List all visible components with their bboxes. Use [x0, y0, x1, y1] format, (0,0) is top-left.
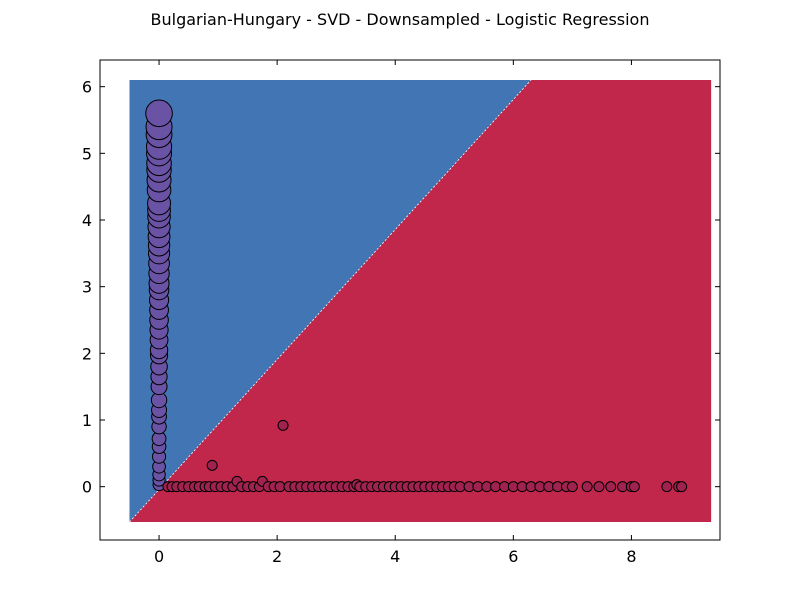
y-tick-label: 2 [82, 344, 92, 363]
x-tick-label: 8 [626, 547, 636, 566]
x-tick-label: 6 [508, 547, 518, 566]
axis-ticks: 0 2 4 6 8 0 1 2 3 4 5 6 [82, 60, 720, 566]
x-tick-label: 2 [272, 547, 282, 566]
chart-title: Bulgarian-Hungary - SVD - Downsampled - … [150, 10, 650, 29]
y-tick-label: 5 [82, 144, 92, 163]
data-point-class-1 [206, 459, 218, 471]
y-tick-label: 3 [82, 278, 92, 297]
data-points [145, 99, 688, 493]
data-point-class-0 [145, 99, 173, 128]
data-point-class-1 [676, 481, 688, 493]
data-point-class-1 [628, 481, 640, 493]
data-point-class-1 [593, 481, 605, 493]
x-tick-label: 4 [390, 547, 400, 566]
decision-regions [129, 79, 712, 523]
data-point-class-1 [661, 481, 673, 493]
decision-boundary [129, 79, 532, 523]
data-point-class-1 [581, 481, 593, 493]
y-tick-label: 4 [82, 211, 92, 230]
y-tick-label: 0 [82, 478, 92, 497]
y-tick-label: 1 [82, 411, 92, 430]
axes-frame [99, 59, 721, 541]
data-point-class-1 [566, 481, 578, 493]
y-tick-label: 6 [82, 78, 92, 97]
x-tick-label: 0 [154, 547, 164, 566]
data-point-class-1 [605, 481, 617, 493]
data-point-class-1 [277, 419, 289, 431]
